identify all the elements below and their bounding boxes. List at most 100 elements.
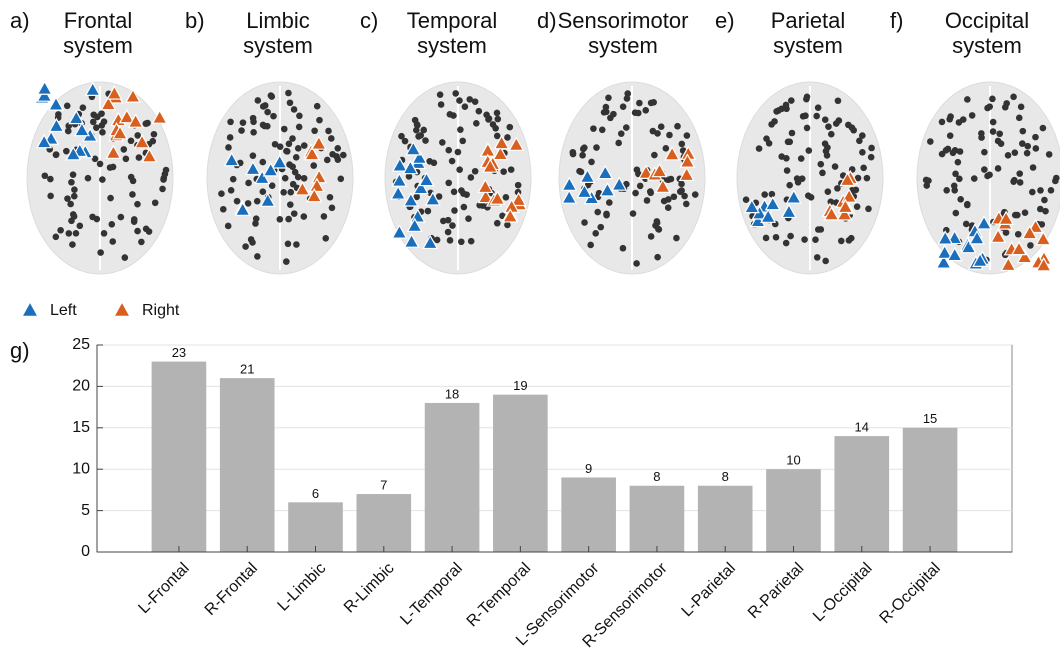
value-label: 18 [445, 386, 459, 401]
region-marker [489, 190, 506, 205]
brain-node [259, 158, 267, 166]
brain-node [600, 108, 608, 116]
region-marker [597, 164, 614, 180]
brain-node [76, 222, 84, 230]
brain-node [755, 145, 763, 152]
x-tick-label: R-Occipital [877, 560, 944, 627]
region-marker [492, 145, 509, 161]
brain-node [328, 204, 336, 212]
brain-node [615, 139, 622, 147]
region-marker [1035, 256, 1052, 272]
region-marker [968, 230, 985, 245]
brain-node [285, 89, 292, 97]
brain-node [834, 185, 841, 192]
brain-node [1019, 127, 1027, 135]
brain-node [989, 128, 997, 135]
brain-node [504, 221, 511, 229]
brain-node [160, 176, 167, 183]
brain-node [654, 253, 661, 261]
brain-node [493, 219, 501, 227]
region-marker [785, 189, 802, 204]
panel-title: system [63, 33, 133, 58]
brain-node [506, 123, 514, 131]
brain-node [151, 199, 159, 207]
brain-node [84, 174, 92, 182]
brain-node [787, 97, 795, 104]
brain-node [250, 128, 257, 136]
brain-node [475, 107, 483, 115]
brain-node [802, 112, 809, 120]
brain-node [653, 219, 661, 227]
region-marker [749, 212, 766, 228]
value-label: 14 [855, 420, 869, 435]
brain-node [293, 241, 300, 248]
brain-node [93, 124, 100, 131]
brain-node [670, 193, 678, 201]
brain-node [812, 236, 819, 244]
brain-node [803, 93, 811, 101]
brain-node [47, 192, 54, 200]
region-marker [47, 96, 65, 111]
brain-node [860, 164, 867, 172]
brain-node [970, 175, 978, 182]
brain-node [592, 230, 599, 237]
brain-node [1045, 151, 1053, 158]
brain-node [1011, 149, 1019, 157]
brain-node [493, 109, 501, 117]
region-marker [678, 166, 695, 182]
brain-node [71, 186, 78, 194]
brain-node [678, 140, 686, 148]
brain-node [664, 204, 672, 212]
brain-node [162, 166, 170, 174]
region-marker [972, 252, 989, 267]
brain-node [952, 170, 959, 178]
brain-node [986, 103, 993, 110]
panel-title: system [588, 33, 658, 58]
region-marker [651, 162, 668, 178]
brain-node [587, 241, 594, 249]
region-marker [493, 134, 510, 150]
brain-node [493, 132, 501, 140]
region-marker [112, 300, 132, 317]
brain-node [954, 158, 962, 166]
brain-node [456, 97, 463, 104]
brain-node [284, 240, 292, 248]
brain-node [296, 112, 303, 120]
brain-node [323, 156, 331, 164]
region-marker [561, 189, 578, 204]
brain-node [286, 99, 294, 107]
brain-node [786, 181, 793, 189]
brain-node [109, 238, 117, 245]
brain-node [859, 148, 866, 156]
brain-node [415, 133, 422, 140]
y-tick-label: 0 [81, 543, 90, 560]
brain-node [227, 187, 235, 194]
brain-node [822, 147, 830, 155]
brain-node [507, 166, 515, 173]
region-marker [1021, 224, 1038, 240]
brain-node [461, 103, 469, 111]
brain-node [286, 161, 293, 168]
region-marker [418, 171, 435, 187]
brain-node [772, 233, 780, 241]
brain-node [1002, 229, 1010, 236]
brain-node [264, 108, 271, 116]
brain-node [467, 237, 475, 245]
region-marker [151, 109, 168, 124]
brain-node [127, 137, 135, 145]
region-marker [100, 95, 117, 111]
brain-node [52, 151, 60, 158]
brain-node [666, 131, 673, 139]
brain-node [252, 215, 260, 222]
bar [629, 485, 685, 552]
brain-node [1021, 209, 1029, 216]
region-marker [259, 192, 276, 207]
panel-letter: b) [185, 8, 205, 33]
region-marker [823, 206, 840, 221]
brain-node [320, 213, 328, 220]
brain-node [854, 174, 862, 182]
brain-node [651, 151, 658, 159]
brain-node [219, 205, 227, 213]
brain-node [853, 203, 861, 210]
